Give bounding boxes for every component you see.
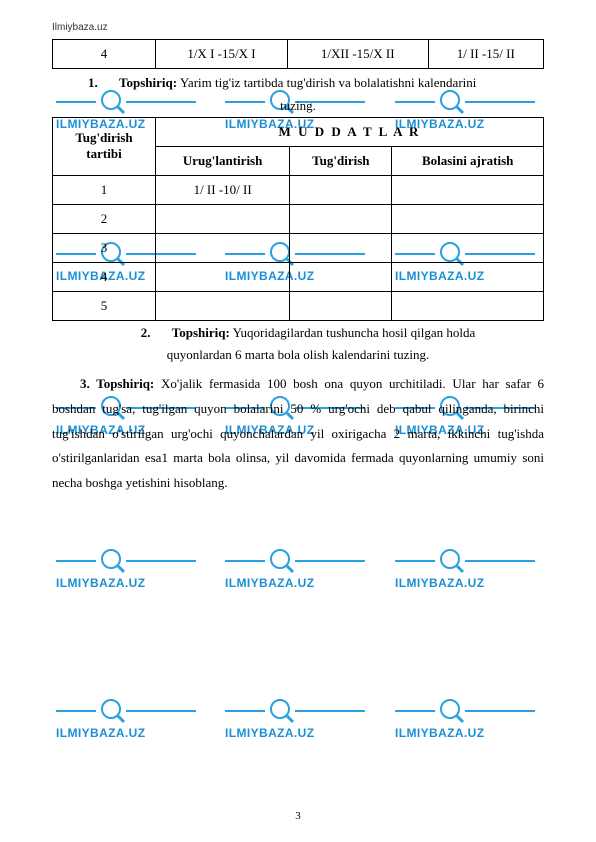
cell: [392, 262, 544, 291]
task-2: 2. Topshiriq: Yuqoridagilardan tushuncha…: [52, 323, 544, 344]
task-number: 2.: [141, 325, 151, 340]
cell: [290, 233, 392, 262]
svg-text:ILMIYBAZA.UZ: ILMIYBAZA.UZ: [225, 726, 314, 740]
table-row: 5: [53, 291, 544, 320]
cell: 5: [53, 291, 156, 320]
cell: 4: [53, 262, 156, 291]
cell: [392, 175, 544, 204]
cell: [290, 262, 392, 291]
col-header: Bolasini ajratish: [392, 146, 544, 175]
cell: [290, 175, 392, 204]
task-1: 1. Topshiriq: Yarim tig'iz tartibda tug'…: [52, 73, 544, 94]
cell: 4: [53, 40, 156, 69]
table-schedule: Tug'dirish tartibi M U D D A T L A R Uru…: [52, 117, 544, 321]
cell: 3: [53, 233, 156, 262]
cell: [156, 262, 290, 291]
col-header: Tug'dirish: [290, 146, 392, 175]
cell: 1/XII -15/X II: [287, 40, 428, 69]
cell: [392, 204, 544, 233]
task-number: 1.: [88, 75, 98, 90]
cell: [156, 233, 290, 262]
svg-text:ILMIYBAZA.UZ: ILMIYBAZA.UZ: [395, 726, 484, 740]
row-header: Tug'dirish tartibi: [53, 117, 156, 175]
svg-text:ILMIYBAZA.UZ: ILMIYBAZA.UZ: [395, 576, 484, 590]
watermark: ILMIYBAZA.UZ: [395, 545, 535, 600]
table-row: 2: [53, 204, 544, 233]
cell: 1/ II -10/ II: [156, 175, 290, 204]
watermark: ILMIYBAZA.UZ: [56, 695, 196, 750]
table-row: Tug'dirish tartibi M U D D A T L A R: [53, 117, 544, 146]
col-header: Urug'lantirish: [156, 146, 290, 175]
row-header-top: Tug'dirish: [59, 130, 149, 146]
table-row: 1 1/ II -10/ II: [53, 175, 544, 204]
cell: 1/ II -15/ II: [428, 40, 543, 69]
task-text: Yarim tig'iz tartibda tug'dirish va bola…: [180, 75, 477, 90]
table-row: 4 1/X I -15/X I 1/XII -15/X II 1/ II -15…: [53, 40, 544, 69]
row-header-bottom: tartibi: [59, 146, 149, 162]
svg-text:ILMIYBAZA.UZ: ILMIYBAZA.UZ: [225, 576, 314, 590]
page-number: 3: [0, 810, 596, 822]
task-3: 3. Topshiriq: Xo'jalik fermasida 100 bos…: [52, 372, 544, 495]
task-1-line2: tuzing.: [52, 96, 544, 117]
site-header: Ilmiybaza.uz: [52, 22, 544, 33]
table-row: 4: [53, 262, 544, 291]
cell: [156, 204, 290, 233]
cell: 1/X I -15/X I: [156, 40, 288, 69]
watermark: ILMIYBAZA.UZ: [395, 695, 535, 750]
cell: [290, 291, 392, 320]
task-text: Yuqoridagilardan tushuncha hosil qilgan …: [233, 325, 476, 340]
super-header: M U D D A T L A R: [156, 117, 544, 146]
cell: 2: [53, 204, 156, 233]
table-row: 3: [53, 233, 544, 262]
watermark: ILMIYBAZA.UZ: [56, 545, 196, 600]
cell: [290, 204, 392, 233]
task-2-line2: quyonlardan 6 marta bola olish kalendari…: [52, 345, 544, 366]
task-label: Topshiriq:: [172, 325, 230, 340]
cell: 1: [53, 175, 156, 204]
svg-text:ILMIYBAZA.UZ: ILMIYBAZA.UZ: [56, 726, 145, 740]
task-label: Topshiriq:: [119, 75, 177, 90]
cell: [392, 233, 544, 262]
table-dates: 4 1/X I -15/X I 1/XII -15/X II 1/ II -15…: [52, 39, 544, 69]
cell: [156, 291, 290, 320]
watermark: ILMIYBAZA.UZ: [225, 695, 365, 750]
task-label: 3. Topshiriq:: [80, 376, 154, 391]
watermark: ILMIYBAZA.UZ: [225, 545, 365, 600]
cell: [392, 291, 544, 320]
svg-text:ILMIYBAZA.UZ: ILMIYBAZA.UZ: [56, 576, 145, 590]
task-text: Xo'jalik fermasida 100 bosh ona quyon ur…: [52, 376, 544, 490]
